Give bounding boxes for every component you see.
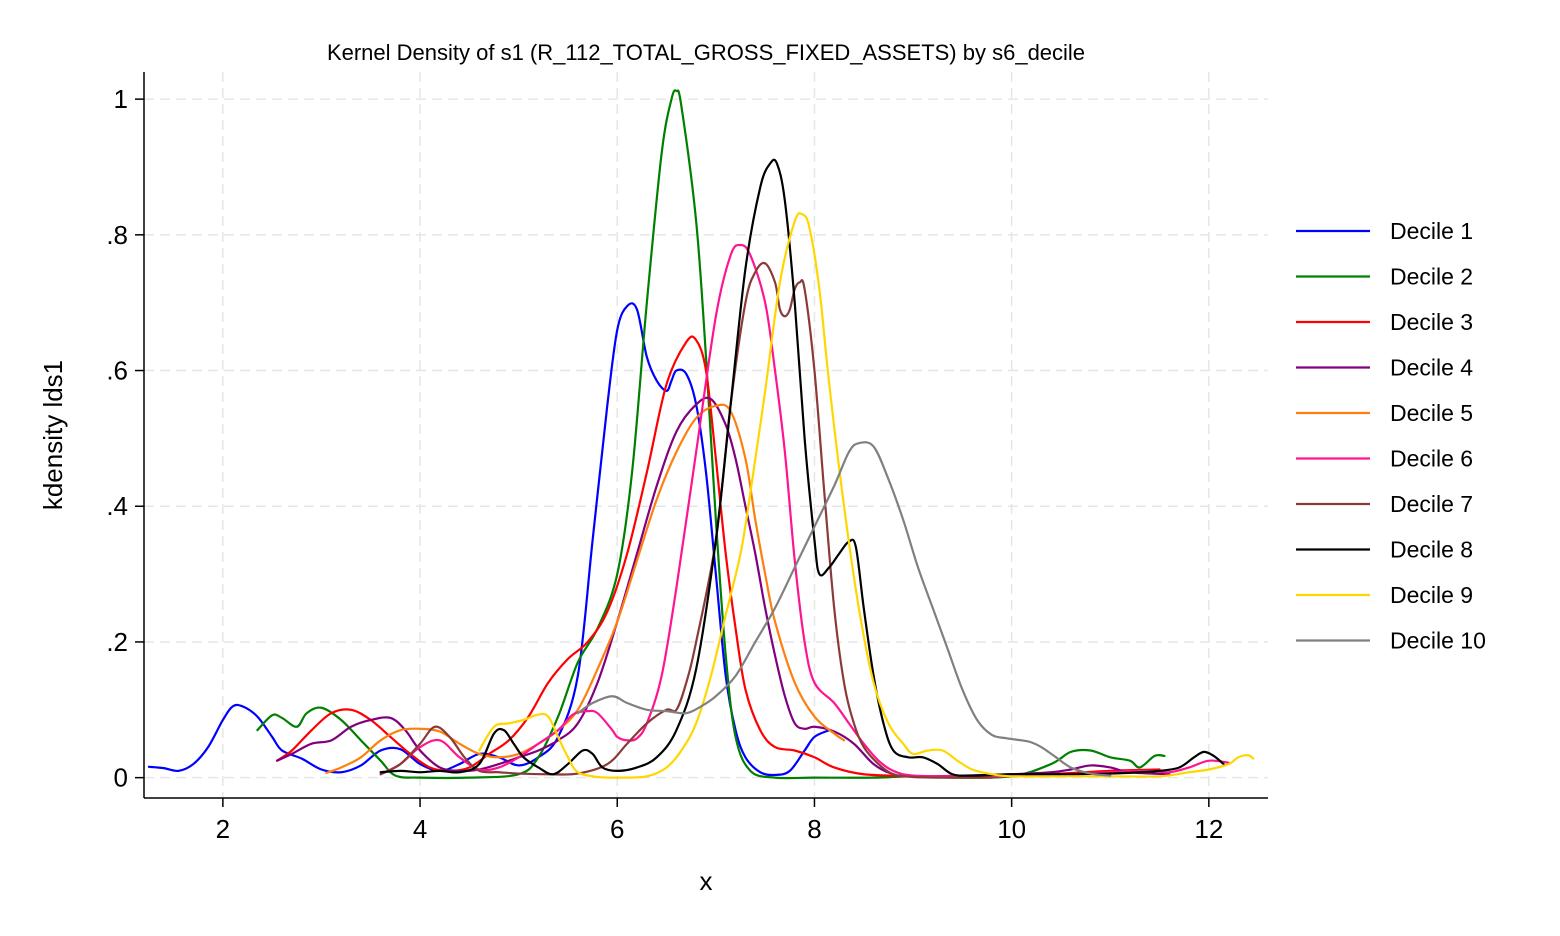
series-line-decile-3	[276, 335, 1161, 779]
y-tick-label: .4	[106, 491, 128, 521]
x-tick-label: 4	[413, 814, 427, 844]
legend-label-decile-2: Decile 2	[1390, 264, 1473, 290]
x-tick-label: 6	[610, 814, 624, 844]
x-tick-label: 12	[1194, 814, 1223, 844]
legend-label-decile-1: Decile 1	[1390, 218, 1473, 244]
legend-label-decile-4: Decile 4	[1390, 355, 1473, 381]
legend: Decile 1 Decile 2 Decile 3 Decile 4 Decile 5…	[1296, 218, 1486, 654]
plot-series	[147, 89, 1255, 780]
y-tick-label: .8	[106, 220, 128, 250]
legend-label-decile-3: Decile 3	[1390, 309, 1473, 335]
series-line-decile-10	[576, 441, 1112, 777]
x-tick-label: 2	[216, 814, 230, 844]
y-tick-label: .2	[106, 627, 128, 657]
y-tick-label: 1	[114, 84, 128, 114]
legend-label-decile-9: Decile 9	[1390, 582, 1473, 608]
y-axis-label: kdensity lds1	[38, 360, 68, 510]
series-line-decile-9	[478, 212, 1255, 779]
x-tick-label: 10	[997, 814, 1026, 844]
x-axis-label: x	[700, 866, 713, 896]
y-tick-label: 0	[114, 763, 128, 793]
series-line-decile-7	[379, 261, 994, 779]
series-line-decile-1	[147, 302, 831, 777]
x-tick-label: 8	[807, 814, 821, 844]
series-line-decile-5	[325, 403, 846, 774]
y-tick-label: .6	[106, 356, 128, 386]
legend-label-decile-5: Decile 5	[1390, 400, 1473, 426]
axis-ticks: 2 4 6 8 10 12 0 .2 .4 .6 .8 1	[106, 84, 1223, 844]
chart-title: Kernel Density of s1 (R_112_TOTAL_GROSS_…	[327, 40, 1085, 65]
axes	[143, 72, 1268, 799]
legend-label-decile-7: Decile 7	[1390, 491, 1473, 517]
legend-label-decile-8: Decile 8	[1390, 537, 1473, 563]
legend-label-decile-10: Decile 10	[1390, 628, 1486, 654]
legend-label-decile-6: Decile 6	[1390, 446, 1473, 472]
